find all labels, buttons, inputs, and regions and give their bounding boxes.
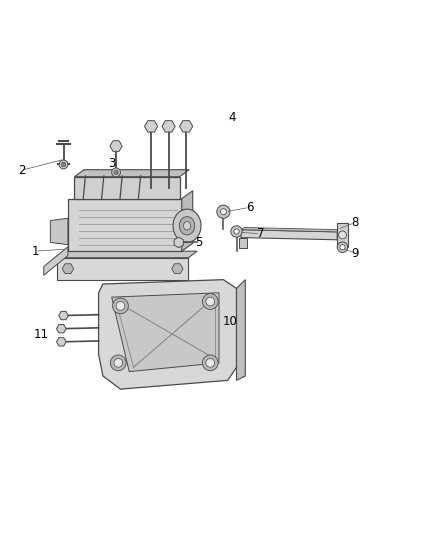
Circle shape bbox=[217, 205, 230, 219]
Circle shape bbox=[110, 355, 126, 371]
Circle shape bbox=[116, 302, 125, 310]
Circle shape bbox=[112, 168, 120, 177]
Polygon shape bbox=[241, 230, 337, 240]
Text: 3: 3 bbox=[108, 157, 115, 170]
Polygon shape bbox=[112, 293, 219, 372]
Polygon shape bbox=[59, 311, 68, 320]
Text: 5: 5 bbox=[196, 236, 203, 249]
Polygon shape bbox=[110, 141, 122, 151]
Text: 1: 1 bbox=[31, 245, 39, 257]
Polygon shape bbox=[74, 169, 189, 177]
Polygon shape bbox=[44, 247, 68, 275]
Circle shape bbox=[202, 355, 218, 371]
Polygon shape bbox=[337, 223, 348, 247]
Circle shape bbox=[61, 162, 66, 167]
Circle shape bbox=[206, 297, 215, 306]
Text: 6: 6 bbox=[246, 201, 254, 214]
Polygon shape bbox=[99, 280, 237, 389]
Ellipse shape bbox=[173, 209, 201, 243]
Polygon shape bbox=[239, 238, 247, 248]
Circle shape bbox=[59, 160, 68, 169]
Polygon shape bbox=[57, 338, 66, 346]
Circle shape bbox=[114, 170, 118, 174]
Polygon shape bbox=[68, 199, 182, 251]
Circle shape bbox=[234, 229, 239, 234]
Polygon shape bbox=[145, 120, 158, 132]
Circle shape bbox=[340, 245, 345, 250]
Circle shape bbox=[337, 242, 348, 253]
Text: 9: 9 bbox=[351, 247, 359, 260]
Circle shape bbox=[114, 359, 123, 367]
Circle shape bbox=[231, 226, 242, 237]
Polygon shape bbox=[241, 228, 341, 232]
Polygon shape bbox=[74, 177, 180, 199]
Ellipse shape bbox=[184, 222, 191, 230]
Polygon shape bbox=[237, 280, 245, 381]
Polygon shape bbox=[180, 120, 193, 132]
Polygon shape bbox=[57, 325, 66, 333]
Circle shape bbox=[206, 359, 215, 367]
Circle shape bbox=[339, 231, 346, 239]
Text: 2: 2 bbox=[18, 164, 26, 176]
Polygon shape bbox=[172, 264, 183, 273]
Text: 10: 10 bbox=[223, 315, 237, 328]
Circle shape bbox=[220, 209, 226, 215]
Ellipse shape bbox=[179, 216, 195, 235]
Polygon shape bbox=[182, 191, 193, 251]
Polygon shape bbox=[57, 258, 188, 280]
Polygon shape bbox=[50, 219, 68, 245]
Text: 4: 4 bbox=[228, 111, 236, 124]
Polygon shape bbox=[174, 237, 183, 248]
Polygon shape bbox=[57, 251, 197, 258]
Text: 8: 8 bbox=[351, 216, 358, 229]
Text: 7: 7 bbox=[257, 227, 265, 240]
Polygon shape bbox=[162, 120, 175, 132]
Circle shape bbox=[113, 298, 128, 314]
Circle shape bbox=[202, 294, 218, 310]
Text: 11: 11 bbox=[34, 328, 49, 341]
Polygon shape bbox=[62, 264, 74, 273]
